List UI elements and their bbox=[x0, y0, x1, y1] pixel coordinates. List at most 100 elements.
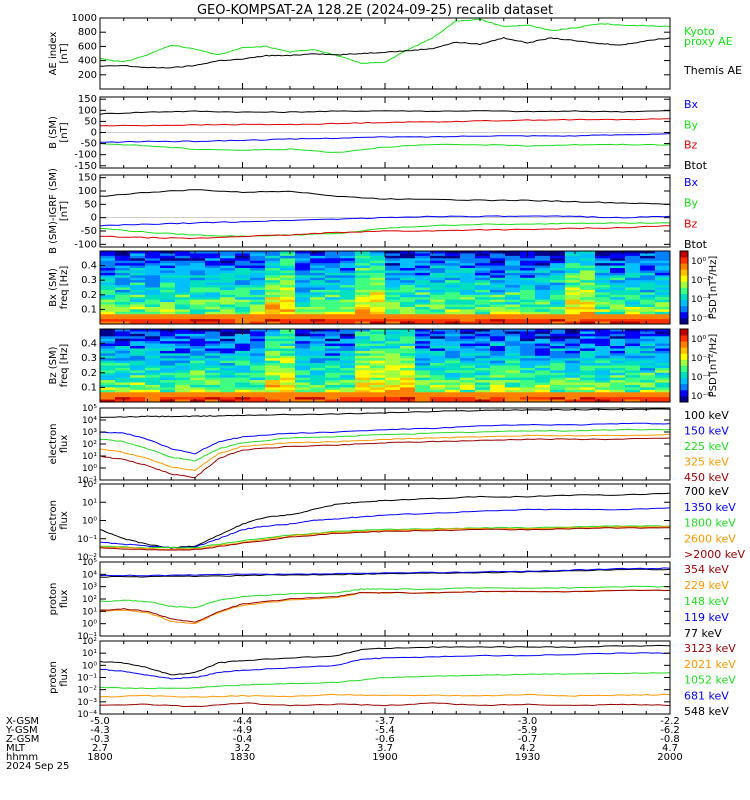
spectrogram-cell bbox=[310, 363, 326, 366]
spectrogram-cell bbox=[340, 297, 356, 301]
y-tick-label: 10² bbox=[82, 440, 97, 450]
spectrogram-cell bbox=[325, 338, 341, 342]
spectrogram-cell bbox=[175, 287, 191, 291]
y-axis-label: Bz (SM)freq [Hz] bbox=[48, 344, 70, 388]
spectrogram-cell bbox=[490, 341, 506, 344]
spectrogram-cell bbox=[100, 282, 116, 286]
spectrogram-cell bbox=[220, 263, 236, 266]
legend-entry: Bz bbox=[684, 217, 698, 230]
spectrogram-cell bbox=[625, 260, 641, 264]
spectrogram-cell bbox=[415, 321, 431, 325]
spectrogram-cell bbox=[535, 253, 551, 257]
spectrogram-cell bbox=[535, 302, 551, 305]
spectrogram-cell bbox=[475, 394, 491, 398]
spectrogram-cell bbox=[295, 311, 311, 315]
spectrogram-cell bbox=[400, 294, 416, 298]
spectrogram-cell bbox=[100, 394, 116, 398]
spectrogram-cell bbox=[430, 277, 446, 281]
spectrogram-cell bbox=[655, 380, 671, 383]
spectrogram-cell bbox=[340, 353, 356, 357]
spectrogram-cell bbox=[250, 265, 266, 269]
spectrogram-cell bbox=[115, 253, 131, 257]
spectrogram-cell bbox=[370, 272, 386, 276]
spectrogram-cell bbox=[445, 341, 461, 344]
spectrogram-cell bbox=[430, 311, 446, 315]
spectrogram-cell bbox=[205, 372, 221, 376]
spectrogram-cell bbox=[475, 280, 491, 284]
y-axis-label: B (SM)[nT] bbox=[48, 116, 70, 149]
spectrogram-cell bbox=[235, 336, 251, 340]
spectrogram-cell bbox=[385, 302, 401, 305]
spectrogram-cell bbox=[265, 253, 281, 257]
spectrogram-cell bbox=[445, 387, 461, 391]
spectrogram-cell bbox=[610, 397, 626, 400]
spectrogram-cell bbox=[160, 382, 176, 386]
spectrogram-cell bbox=[520, 280, 536, 284]
spectrogram-cell bbox=[235, 270, 251, 274]
spectrogram-cell bbox=[295, 268, 311, 271]
spectrogram-cell bbox=[400, 365, 416, 369]
spectrogram-cell bbox=[625, 329, 641, 332]
spectrogram-cell bbox=[220, 360, 236, 364]
spectrogram-cell bbox=[205, 268, 221, 271]
spectrogram-cell bbox=[415, 331, 431, 335]
spectrogram-cell bbox=[385, 331, 401, 335]
spectrogram-cell bbox=[475, 314, 491, 318]
spectrogram-cell bbox=[145, 338, 161, 342]
spectrogram-cell bbox=[100, 287, 116, 291]
spectrogram-cell bbox=[625, 389, 641, 393]
spectrogram-cell bbox=[220, 255, 236, 259]
spectrogram-cell bbox=[655, 292, 671, 296]
spectrogram-cell bbox=[595, 363, 611, 366]
y-axis-label-line: [nT] bbox=[59, 43, 70, 63]
spectrogram-cell bbox=[115, 255, 131, 259]
spectrogram-cell bbox=[415, 333, 431, 337]
spectrogram-cell bbox=[175, 253, 191, 257]
spectrogram-cell bbox=[445, 277, 461, 281]
spectrogram-cell bbox=[205, 255, 221, 259]
spectrogram-cell bbox=[370, 338, 386, 342]
spectrogram-cell bbox=[475, 375, 491, 379]
spectrogram-cell bbox=[475, 389, 491, 393]
spectrogram-cell bbox=[235, 289, 251, 293]
spectrogram-cell bbox=[625, 292, 641, 296]
spectrogram-cell bbox=[610, 380, 626, 383]
spectrogram-cell bbox=[160, 314, 176, 318]
spectrogram-cell bbox=[625, 333, 641, 337]
spectrogram-cell bbox=[325, 255, 341, 259]
spectrogram-cell bbox=[505, 258, 521, 262]
colorbar-step bbox=[680, 386, 688, 391]
spectrogram-cell bbox=[385, 397, 401, 400]
spectrogram-cell bbox=[505, 380, 521, 383]
spectrogram-cell bbox=[175, 260, 191, 264]
spectrogram-cell bbox=[340, 392, 356, 396]
spectrogram-cell bbox=[235, 314, 251, 318]
spectrogram-cell bbox=[340, 304, 356, 308]
spectrogram-cell bbox=[550, 333, 566, 337]
spectrogram-cell bbox=[475, 399, 491, 403]
spectrogram-cell bbox=[145, 255, 161, 259]
spectrogram-cell bbox=[310, 387, 326, 391]
spectrogram-cell bbox=[610, 253, 626, 257]
spectrogram-cell bbox=[415, 346, 431, 349]
spectrogram-cell bbox=[445, 299, 461, 303]
legend-entry: By bbox=[684, 118, 699, 131]
spectrogram-cell bbox=[145, 299, 161, 303]
spectrogram-cell bbox=[115, 270, 131, 274]
spectrogram-cell bbox=[160, 370, 176, 374]
spectrogram-cell bbox=[640, 355, 656, 359]
spectrogram-cell bbox=[190, 363, 206, 366]
spectrogram-cell bbox=[220, 382, 236, 386]
spectrogram-cell bbox=[145, 367, 161, 371]
spectrogram-cell bbox=[550, 280, 566, 284]
spectrogram-cell bbox=[220, 309, 236, 313]
spectrogram-cell bbox=[445, 346, 461, 349]
spectrogram-cell bbox=[115, 365, 131, 369]
spectrogram-cell bbox=[595, 294, 611, 298]
spectrogram-cell bbox=[385, 260, 401, 264]
spectrogram-cell bbox=[505, 338, 521, 342]
spectrogram-cell bbox=[160, 399, 176, 403]
spectrogram-cell bbox=[610, 251, 626, 254]
spectrogram-cell bbox=[640, 341, 656, 344]
spectrogram-cell bbox=[415, 253, 431, 257]
